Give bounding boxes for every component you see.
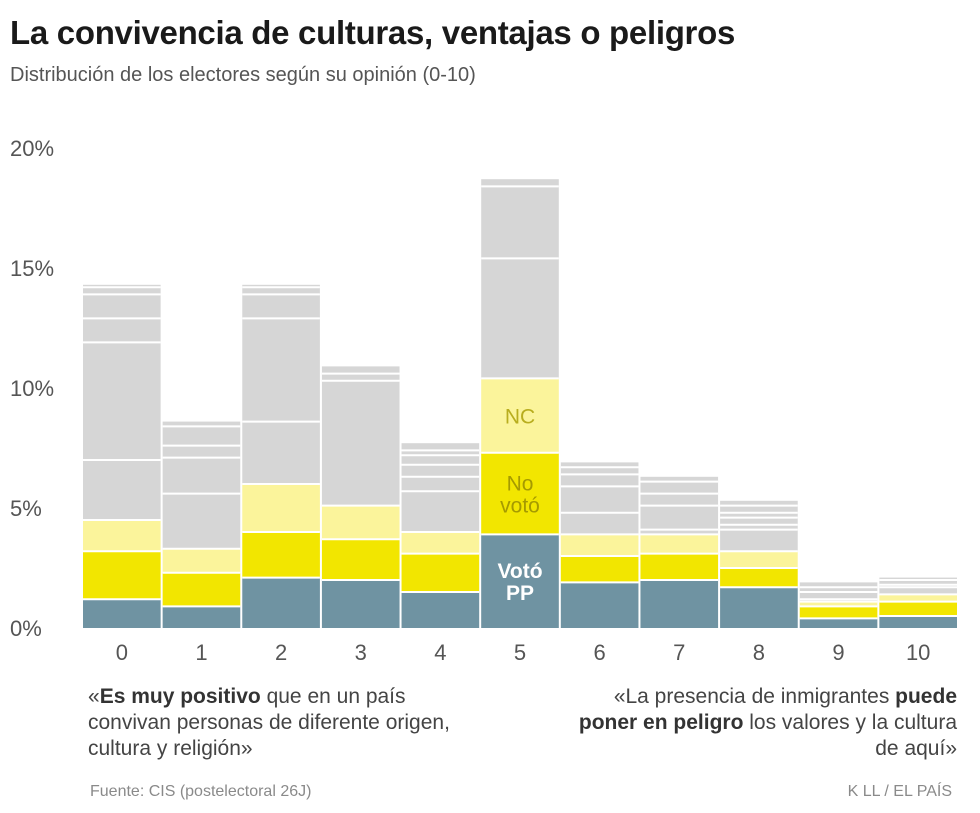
x-tick-label: 1 <box>195 640 207 665</box>
bar-segment-other <box>162 421 241 549</box>
bar-segment-nc <box>879 594 957 602</box>
bar-segment-no-votó <box>640 553 719 580</box>
bar-segment-votó-pp <box>481 534 559 628</box>
bar-segment-nc <box>162 548 241 573</box>
bar-segment-votó-pp <box>799 618 878 628</box>
inline-series-label: No <box>507 473 534 496</box>
credit-note: K LL / EL PAÍS <box>847 783 952 800</box>
y-tick-label: 15% <box>10 256 54 281</box>
chart-subtitle: Distribución de los electores según su o… <box>10 64 476 86</box>
inline-series-label: PP <box>506 582 534 605</box>
y-tick-label: 0% <box>10 616 42 641</box>
x-tick-label: 6 <box>594 640 606 665</box>
y-tick-label: 5% <box>10 496 42 521</box>
bar-segment-nc <box>401 532 480 554</box>
bar-segment-nc <box>720 551 798 568</box>
y-tick-label: 10% <box>10 376 54 401</box>
y-tick-label: 20% <box>10 136 54 161</box>
bar-segment-nc <box>242 484 320 532</box>
inline-series-label: Votó <box>497 560 542 583</box>
bar-segment-no-votó <box>321 539 400 580</box>
bar-segment-no-votó <box>162 572 241 607</box>
right-note-text-end: los valores y la cultura de aquí» <box>743 711 957 760</box>
x-tick-label: 0 <box>116 640 128 665</box>
bar-segment-votó-pp <box>640 580 719 628</box>
bar-segment-votó-pp <box>83 599 161 628</box>
x-tick-label: 9 <box>832 640 844 665</box>
source-note: Fuente: CIS (postelectoral 26J) <box>90 783 312 800</box>
bar-segment-nc <box>83 520 161 552</box>
bar-segment-other <box>242 284 320 484</box>
inline-series-label: votó <box>500 495 540 518</box>
bar-segment-no-votó <box>401 553 480 592</box>
bar-segment-other <box>560 462 639 535</box>
bar-segment-no-votó <box>799 606 878 619</box>
bar-segment-nc <box>481 378 559 453</box>
bar-segment-votó-pp <box>879 616 957 628</box>
bar-segment-other <box>720 500 798 552</box>
bar-segment-other <box>321 366 400 506</box>
chart-title: La convivencia de culturas, ventajas o p… <box>10 14 736 51</box>
right-scale-note: «La presencia de inmigrantes puede poner… <box>560 684 957 762</box>
bar-segment-nc <box>640 534 719 554</box>
left-note-text: que en un país convivan personas de dife… <box>88 685 450 760</box>
x-tick-label: 10 <box>906 640 930 665</box>
left-note-open: « <box>88 685 100 708</box>
right-note-bold: puede poner en peligro <box>578 685 957 734</box>
bar-segment-other <box>83 284 161 520</box>
bar-segment-no-votó <box>481 452 559 535</box>
bar-segment-no-votó <box>242 532 320 578</box>
x-tick-label: 8 <box>753 640 765 665</box>
x-tick-label: 3 <box>355 640 367 665</box>
bar-segment-votó-pp <box>560 582 639 628</box>
bar-segment-nc <box>799 601 878 607</box>
bar-segment-votó-pp <box>242 577 320 628</box>
bar-segment-votó-pp <box>720 587 798 628</box>
bar-segment-nc <box>321 505 400 540</box>
x-tick-label: 7 <box>673 640 685 665</box>
bar-segment-votó-pp <box>162 606 241 628</box>
inline-series-label: NC <box>505 406 535 429</box>
x-tick-label: 4 <box>434 640 446 665</box>
x-tick-label: 2 <box>275 640 287 665</box>
bar-segment-votó-pp <box>401 592 480 628</box>
bar-segment-no-votó <box>560 556 639 583</box>
bar-segment-other <box>879 577 957 595</box>
left-scale-note: «Es muy positivo que en un país convivan… <box>88 684 468 762</box>
x-tick-label: 5 <box>514 640 526 665</box>
bar-segment-votó-pp <box>321 580 400 628</box>
bar-segment-no-votó <box>720 568 798 588</box>
left-note-bold: Es muy positivo <box>99 685 261 708</box>
bar-segment-nc <box>560 534 639 556</box>
bar-segment-no-votó <box>83 551 161 600</box>
bar-segment-other <box>481 179 559 379</box>
right-note-text-start: «La presencia de inmigrantes <box>613 685 896 708</box>
bar-segment-no-votó <box>879 601 957 616</box>
bar-segment-other <box>401 443 480 532</box>
